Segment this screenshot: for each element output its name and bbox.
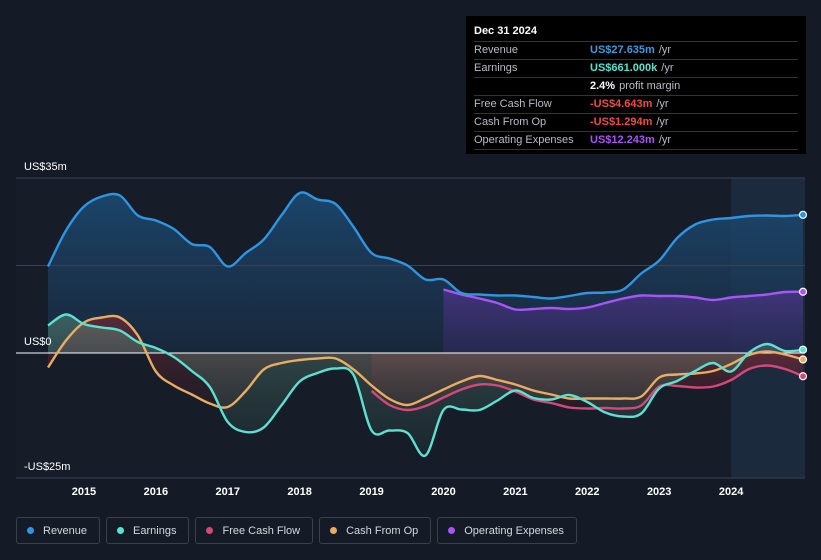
series-end-dot-cash-from-op [798,355,808,364]
legend-label: Cash From Op [346,524,419,537]
series-line-operating-expenses [443,288,804,312]
x-tick-label: 2023 [647,486,671,498]
tooltip-row-value: -US$1.294m [590,116,653,128]
series-end-dot-revenue [798,210,808,219]
x-tick-label: 2018 [287,486,311,498]
legend-item-earnings[interactable]: Earnings [106,517,190,544]
legend: Revenue Earnings Free Cash Flow Cash From O… [16,517,577,544]
tooltip-panel: Dec 31 2024 Revenue US$27.635m/yr Earnings… [466,16,806,154]
series-line-earnings [47,313,804,458]
tooltip-row: 2.4% profit margin [474,78,798,96]
tooltip-row-label: Free Cash Flow [474,98,552,110]
tooltip-row-label: Cash From Op [474,116,547,128]
tooltip-row-label: Revenue [474,44,519,56]
legend-item-operating-expenses[interactable]: Operating Expenses [437,517,577,544]
x-tick-label: 2017 [216,486,240,498]
tooltip-row: Operating Expenses US$12.243m/yr [474,132,798,150]
legend-dot-icon [330,527,338,534]
legend-item-revenue[interactable]: Revenue [16,517,101,544]
legend-dot-icon [117,527,125,534]
x-tick-label: 2022 [575,486,599,498]
tooltip-row-unit: /yr [656,116,669,128]
tooltip-row: Revenue US$27.635m/yr [474,42,798,60]
series-line-revenue [46,191,804,300]
y-label-zero: US$0 [24,336,52,348]
legend-dot-icon [206,527,214,534]
legend-item-free-cash-flow[interactable]: Free Cash Flow [195,517,314,544]
legend-label: Earnings [133,524,177,537]
x-tick-label: 2015 [72,486,96,498]
legend-label: Operating Expenses [464,524,564,537]
y-label-top: US$35m [24,161,67,173]
tooltip-row: Earnings US$661.000k/yr [474,60,798,78]
legend-dot-icon [448,527,456,534]
legend-item-cash-from-op[interactable]: Cash From Op [319,517,432,544]
x-tick-label: 2019 [359,486,383,498]
x-tick-label: 2021 [503,486,527,498]
tooltip-row-value: US$27.635m [590,44,655,56]
legend-dot-icon [27,527,34,534]
tooltip-row: Cash From Op -US$1.294m/yr [474,114,798,132]
tooltip-row-label [474,78,590,95]
x-tick-label: 2016 [144,486,168,498]
tooltip-row-unit: /yr [661,62,674,74]
series-line-cash-from-op [47,314,804,409]
series-end-dot-operating-expenses [798,287,808,296]
series-line-free-cash-flow [370,364,804,412]
opex-area [443,289,803,353]
tooltip-row-unit: /yr [658,134,672,146]
tooltip-date: Dec 31 2024 [474,24,798,42]
tooltip-row-unit: profit margin [619,80,681,92]
tooltip-row-label: Operating Expenses [474,134,574,146]
tooltip-row: Free Cash Flow -US$4.643m/yr [474,96,798,114]
tooltip-row-label: Earnings [474,62,518,74]
tooltip-row-value: US$661.000k [590,62,658,74]
x-tick-label: 2020 [431,486,455,498]
x-tick-label: 2024 [719,486,744,498]
legend-label: Revenue [43,524,88,537]
earnings-area [48,314,803,456]
tooltip-row-value: 2.4% [590,80,616,92]
tooltip-row-value: -US$4.643m [590,98,653,110]
series-end-dot-free-cash-flow [798,372,808,381]
tooltip-row-unit: /yr [658,44,672,56]
y-label-bottom: -US$25m [24,461,70,473]
legend-label: Free Cash Flow [222,524,301,537]
series-end-dot-earnings [798,345,808,354]
tooltip-row-unit: /yr [656,98,669,110]
tooltip-row-value: US$12.243m [590,134,655,146]
